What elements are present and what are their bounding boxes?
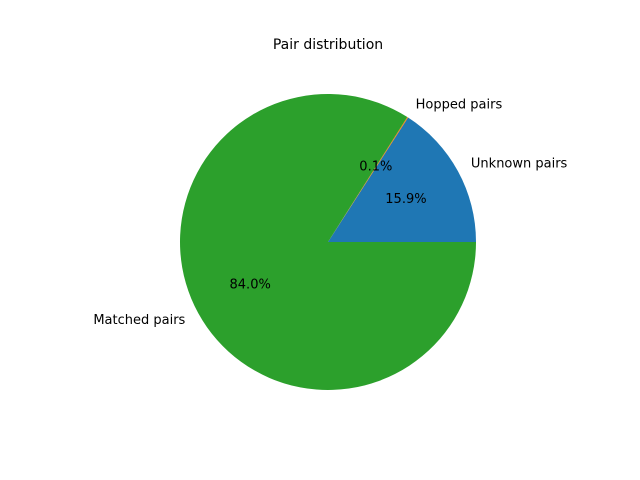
pie-slice-matched-pairs [180, 93, 477, 390]
slice-label-hopped-pairs: Hopped pairs [416, 97, 503, 112]
percent-label-unknown-pairs: 15.9% [385, 192, 426, 207]
pie-percent-labels: 15.9% 0.1% 84.0% [230, 160, 427, 293]
slice-label-matched-pairs: Matched pairs [93, 313, 185, 328]
pie-slice-hopped-pairs [328, 117, 409, 242]
chart-title: Pair distribution [273, 37, 383, 53]
pie-slice-labels: Unknown pairs Hopped pairs Matched pairs [93, 97, 567, 328]
slice-label-unknown-pairs: Unknown pairs [471, 157, 568, 172]
percent-label-matched-pairs: 84.0% [230, 277, 271, 292]
pie-slices [180, 93, 477, 390]
percent-label-hopped-pairs: 0.1% [359, 160, 392, 175]
pie-slice-unknown-pairs [328, 117, 476, 242]
